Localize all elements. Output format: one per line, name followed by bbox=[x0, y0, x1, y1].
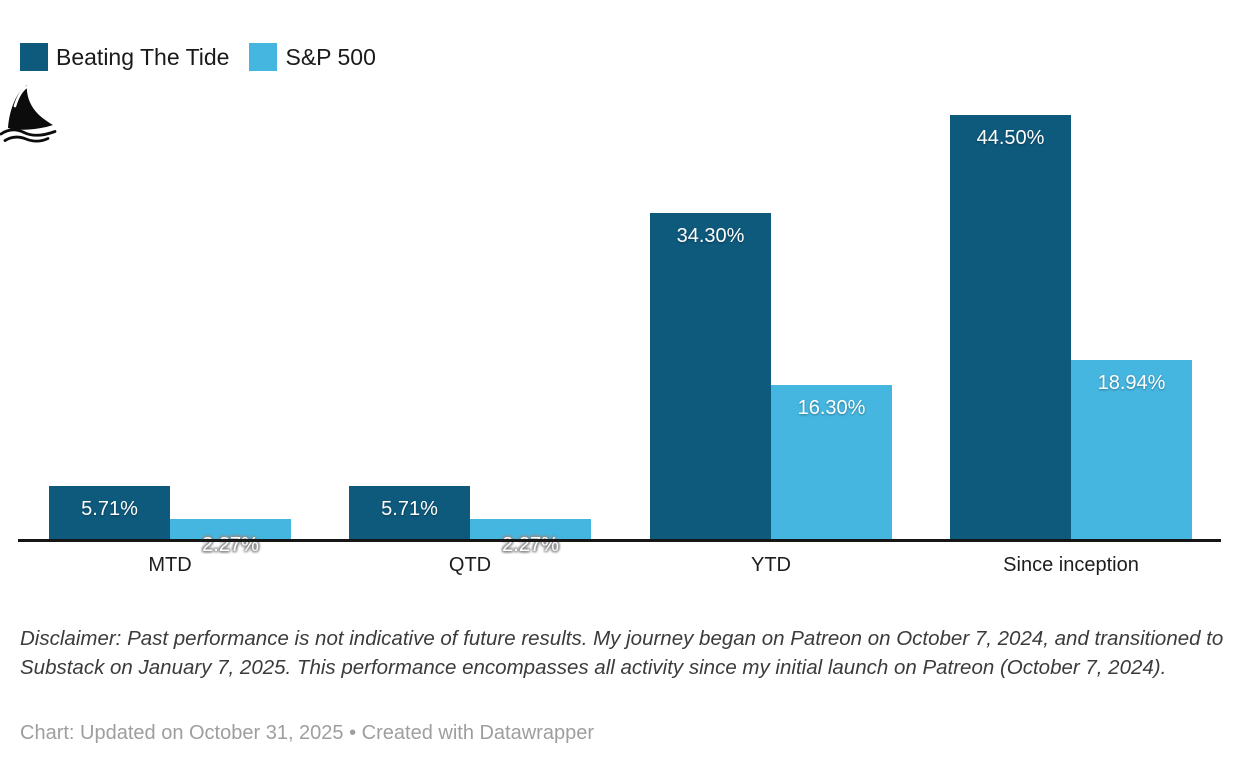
bar-value-label: 2.27% bbox=[202, 534, 259, 556]
bar-value-label: 34.30% bbox=[676, 225, 745, 247]
bar-value-label: 44.50% bbox=[976, 127, 1045, 149]
bar-sp500-mtd bbox=[170, 519, 291, 541]
disclaimer-text: Disclaimer: Past performance is not indi… bbox=[20, 627, 1224, 679]
bar-value-label: 2.27% bbox=[502, 534, 559, 556]
bar-beating-the-tide-ytd bbox=[650, 213, 771, 541]
bar-sp500-ytd bbox=[771, 385, 892, 541]
chart-footer: Chart: Updated on October 31, 2025 • Cre… bbox=[20, 722, 594, 744]
bar-value-label: 16.30% bbox=[797, 397, 866, 419]
shark-fin-logo bbox=[0, 82, 62, 144]
bar-sp500-since-inception bbox=[1071, 360, 1192, 541]
bar-value-label: 18.94% bbox=[1097, 372, 1166, 394]
x-axis-label-ytd: YTD bbox=[751, 554, 791, 576]
legend-swatch-beating-the-tide bbox=[20, 43, 48, 71]
wave-line-top bbox=[0, 128, 57, 137]
legend-label-beating-the-tide: Beating The Tide bbox=[56, 44, 230, 70]
x-axis-label-since-inception: Since inception bbox=[1003, 554, 1139, 576]
bar-value-label: 5.71% bbox=[381, 498, 438, 520]
x-axis-label-qtd: QTD bbox=[448, 554, 492, 576]
x-axis-line bbox=[18, 539, 1221, 542]
legend-item-sp500: S&P 500 bbox=[249, 43, 376, 71]
chart-legend: Beating The Tide S&P 500 bbox=[20, 43, 376, 71]
bar-value-label: 5.71% bbox=[81, 498, 138, 520]
legend-label-sp500: S&P 500 bbox=[285, 44, 376, 70]
legend-swatch-sp500 bbox=[249, 43, 278, 71]
fin-highlight bbox=[13, 85, 28, 108]
bar-beating-the-tide-qtd bbox=[349, 486, 470, 541]
x-axis-label-mtd: MTD bbox=[148, 554, 192, 576]
bar-beating-the-tide-mtd bbox=[49, 486, 170, 541]
plot-area: 5.71% 2.27% MTD 5.71% 2.27% QTD 34.30% 16.30% YT… bbox=[18, 115, 1221, 576]
legend-item-beating-the-tide: Beating The Tide bbox=[20, 43, 229, 71]
bar-sp500-qtd bbox=[470, 519, 591, 541]
bar-beating-the-tide-since-inception bbox=[950, 115, 1071, 541]
wave-line-bottom bbox=[3, 135, 50, 143]
